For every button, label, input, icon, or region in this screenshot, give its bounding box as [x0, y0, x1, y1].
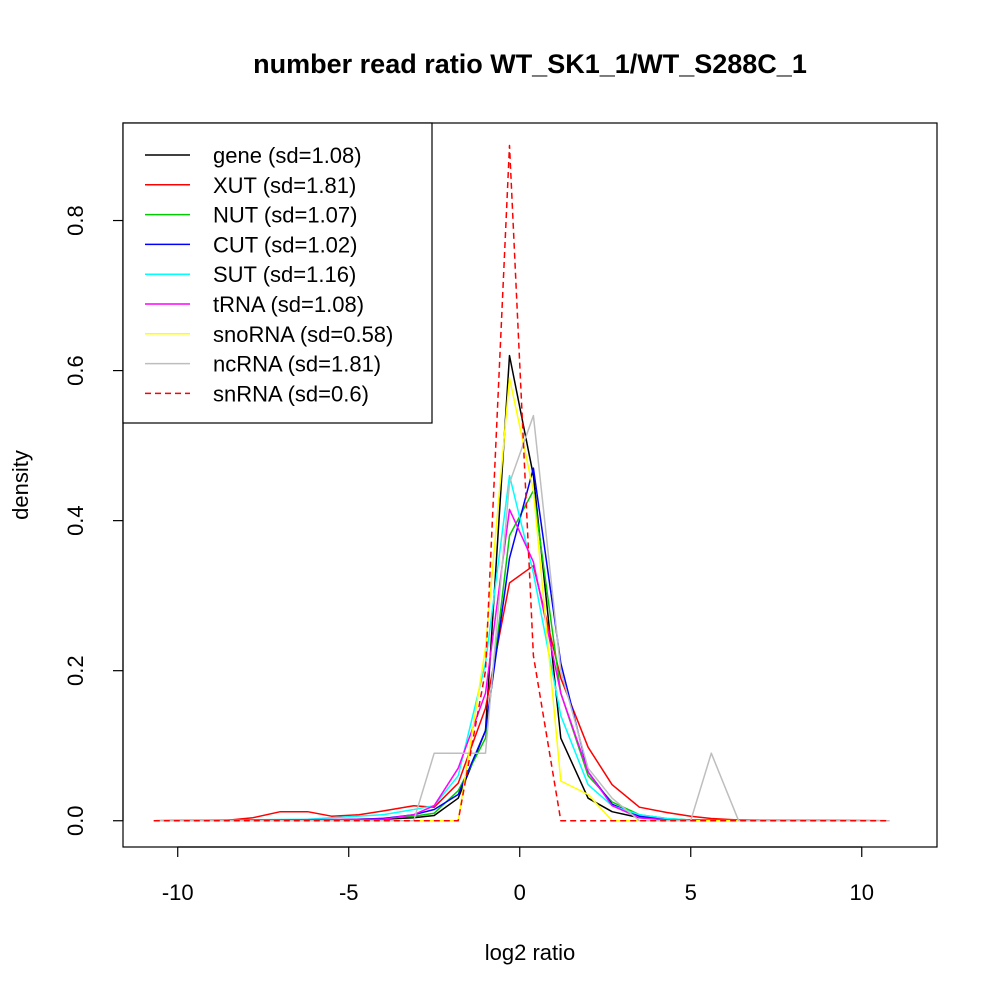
y-axis: 0.0 0.2 0.4 0.6 0.8	[63, 205, 124, 836]
series-line	[153, 564, 890, 822]
plot-lines	[153, 144, 890, 822]
series-line	[153, 474, 890, 822]
x-axis-label: log2 ratio	[485, 940, 576, 965]
series-line	[153, 414, 890, 822]
series-line	[153, 144, 890, 822]
y-tick-label: 0.0	[63, 805, 88, 836]
legend-label: SUT (sd=1.16)	[213, 262, 356, 287]
x-tick-label: 5	[685, 880, 697, 905]
legend-label: gene (sd=1.08)	[213, 143, 362, 168]
series-line	[153, 377, 890, 822]
x-tick-label: 0	[514, 880, 526, 905]
x-tick-label: -10	[162, 880, 194, 905]
x-tick-label: 10	[850, 880, 874, 905]
chart-title: number read ratio WT_SK1_1/WT_S288C_1	[253, 49, 807, 79]
y-tick-label: 0.4	[63, 505, 88, 536]
y-tick-label: 0.8	[63, 205, 88, 236]
y-tick-label: 0.2	[63, 655, 88, 686]
legend: gene (sd=1.08) XUT (sd=1.81) NUT (sd=1.07)…	[122, 122, 433, 424]
series-line	[153, 508, 890, 822]
series-line	[153, 354, 890, 822]
legend-box	[122, 122, 433, 424]
legend-label: snoRNA (sd=0.58)	[213, 322, 393, 347]
series-line	[153, 467, 890, 822]
legend-label: XUT (sd=1.81)	[213, 173, 356, 198]
legend-label: CUT (sd=1.02)	[213, 232, 357, 257]
y-tick-label: 0.6	[63, 355, 88, 386]
y-axis-label: density	[8, 450, 33, 520]
series-line	[153, 489, 890, 822]
x-tick-label: -5	[339, 880, 359, 905]
legend-label: NUT (sd=1.07)	[213, 203, 357, 228]
legend-label: snRNA (sd=0.6)	[213, 381, 369, 406]
legend-label: tRNA (sd=1.08)	[213, 292, 364, 317]
legend-label: ncRNA (sd=1.81)	[213, 352, 381, 377]
x-axis: -10 -5 0 5 10	[162, 846, 874, 905]
